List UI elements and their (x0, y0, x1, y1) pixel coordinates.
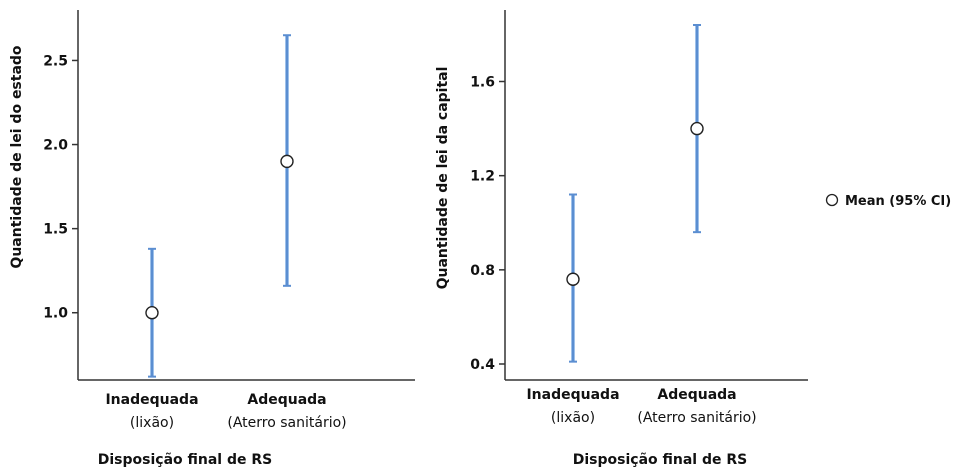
x-category-label: Inadequada (526, 387, 619, 403)
x-category-sublabel: (lixão) (130, 415, 174, 431)
mean-point (690, 121, 704, 136)
y-tick-label: 2.0 (43, 138, 68, 154)
chart-panel-state: 1.0 1.5 2.0 2.5 Inadequada (lixão) Adequada (At… (9, 10, 415, 468)
y-tick-label: 2.5 (43, 53, 68, 69)
x-category-label: Adequada (657, 387, 736, 403)
x-axis-title: Disposição final de RS (573, 452, 747, 468)
chart-panel-capital: 0.4 0.8 1.2 1.6 Inadequada (lixão) Adequada (At… (435, 10, 808, 468)
legend-label: Mean (95% CI) (845, 194, 951, 209)
y-axis-title: Quantidade de lei da capital (435, 67, 451, 290)
x-category-sublabel: (Aterro sanitário) (637, 410, 756, 426)
y-tick-label: 1.0 (43, 306, 68, 322)
x-category-sublabel: (Aterro sanitário) (227, 415, 346, 431)
y-tick-label: 0.8 (470, 263, 495, 279)
y-tick-label: 1.2 (470, 169, 495, 185)
x-axis-title: Disposição final de RS (98, 452, 272, 468)
x-category-label: Inadequada (105, 392, 198, 408)
x-category-label: Adequada (247, 392, 326, 408)
legend-marker (825, 193, 839, 207)
y-axis-title: Quantidade de lei do estado (9, 45, 25, 268)
x-category-sublabel: (lixão) (551, 410, 595, 426)
y-tick-label: 1.6 (470, 75, 495, 91)
mean-point (566, 272, 580, 286)
mean-point (280, 154, 294, 169)
y-tick-label: 0.4 (470, 357, 495, 373)
legend: Mean (95% CI) (825, 193, 951, 209)
mean-point (145, 306, 159, 320)
y-tick-label: 1.5 (43, 222, 68, 238)
